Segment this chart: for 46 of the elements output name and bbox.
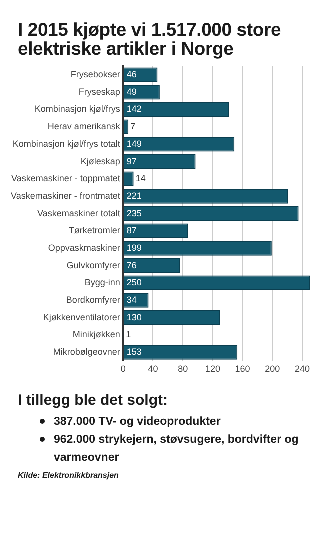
data-label: 149 <box>126 138 142 149</box>
x-tick-label: 160 <box>235 364 250 374</box>
y-tick-label: Herav amerikansk <box>48 122 121 132</box>
data-label: 1 <box>126 330 132 340</box>
y-tick-label: Fryseskap <box>78 86 120 97</box>
data-label: 221 <box>126 190 142 201</box>
data-label: 130 <box>126 312 142 322</box>
text: I tillegg ble det solgt: <box>18 392 169 409</box>
y-tick-label: Oppvaskmaskiner <box>48 242 120 253</box>
data-label: 7 <box>130 122 136 132</box>
data-label: 97 <box>126 156 137 166</box>
y-tick-label: Vaskemaskiner - frontmatet <box>10 190 121 201</box>
x-tick-label: 40 <box>148 364 158 374</box>
text: Kilde: Elektronikkbransjen <box>18 471 120 480</box>
y-tick-label: Bygg-inn <box>84 278 120 288</box>
data-label: 87 <box>126 226 137 236</box>
y-tick-label: Kombinasjon kjøl/frys <box>34 104 121 114</box>
x-tick-label: 200 <box>265 364 280 374</box>
data-label: 142 <box>126 104 142 114</box>
data-label: 76 <box>126 260 137 270</box>
x-tick-label: 80 <box>178 364 188 374</box>
data-label: 153 <box>126 347 142 358</box>
data-label: 199 <box>126 242 142 253</box>
y-tick-label: Tørketromler <box>68 226 120 236</box>
y-tick-label: Bordkomfyrer <box>66 294 120 305</box>
data-label: 46 <box>126 70 137 80</box>
text: 387.000 TV- og videoprodukter <box>54 415 222 430</box>
text: 962.000 strykejern, støvsugere, bordvifter og varmeovner <box>54 433 300 466</box>
y-tick-label: Kombinasjon kjøl/frys totalt <box>12 138 121 149</box>
data-label: 14 <box>136 174 146 184</box>
chart-title: I 2015 kjøpte vi 1.517.000 store elektriske artikler i Norge <box>18 19 282 59</box>
y-tick-label: Vaskemaskiner - toppmatet <box>11 174 121 184</box>
y-tick-label: Kjøleskap <box>80 156 120 166</box>
y-tick-label: Vaskemaskiner totalt <box>37 208 121 218</box>
y-tick-label: Kjøkkenventilatorer <box>43 312 120 322</box>
x-tick-label: 240 <box>295 364 310 374</box>
data-label: 49 <box>126 86 137 97</box>
y-tick-label: Frysebokser <box>70 70 120 80</box>
data-label: 235 <box>126 208 142 218</box>
y-tick-label: Minikjøkken <box>72 330 120 340</box>
data-label: 34 <box>126 294 137 305</box>
data-label: 250 <box>126 278 142 288</box>
x-tick-label: 120 <box>205 364 220 374</box>
x-tick-label: 0 <box>120 364 126 374</box>
y-tick-label: Gulvkomfyrer <box>66 260 120 270</box>
y-tick-label: Mikrobølgeovner <box>53 347 120 358</box>
